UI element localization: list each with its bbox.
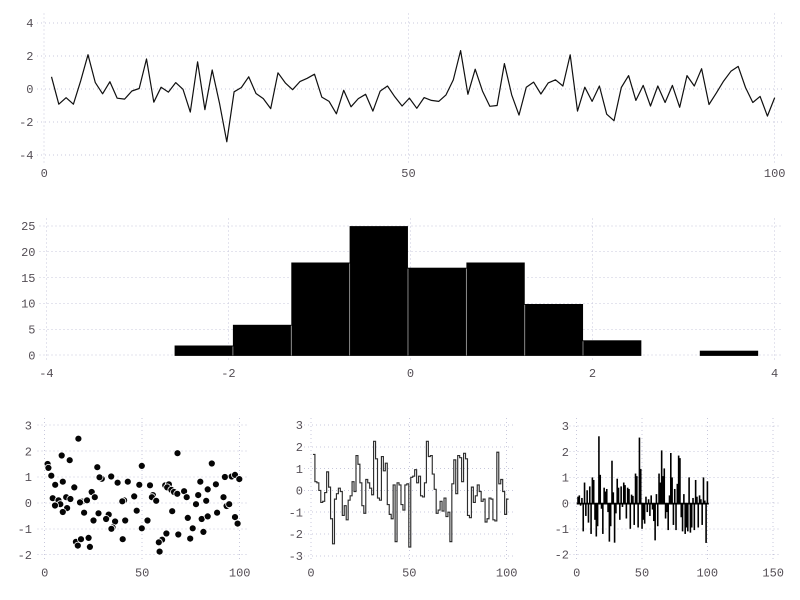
svg-text:0: 0	[25, 497, 32, 511]
svg-text:20: 20	[21, 246, 35, 260]
svg-text:3: 3	[296, 419, 303, 433]
svg-text:100: 100	[764, 167, 786, 181]
svg-text:-2: -2	[289, 528, 303, 542]
svg-text:-2: -2	[19, 116, 33, 130]
svg-text:3: 3	[562, 420, 569, 434]
svg-text:-1: -1	[555, 523, 569, 537]
svg-text:-4: -4	[39, 367, 53, 381]
svg-text:50: 50	[635, 566, 649, 580]
svg-text:0: 0	[296, 485, 303, 499]
svg-text:2: 2	[26, 50, 33, 64]
svg-text:-2: -2	[555, 549, 569, 563]
svg-text:0: 0	[41, 167, 48, 181]
svg-text:1: 1	[25, 471, 32, 485]
svg-text:4: 4	[26, 17, 33, 31]
svg-text:100: 100	[696, 566, 718, 580]
svg-text:0: 0	[307, 566, 314, 580]
svg-text:100: 100	[229, 566, 251, 580]
svg-text:0: 0	[41, 566, 48, 580]
svg-text:1: 1	[562, 472, 569, 486]
svg-text:10: 10	[21, 298, 35, 312]
svg-text:1: 1	[296, 463, 303, 477]
svg-text:2: 2	[296, 441, 303, 455]
svg-text:150: 150	[762, 566, 784, 580]
svg-text:50: 50	[402, 566, 416, 580]
svg-text:0: 0	[562, 497, 569, 511]
svg-text:3: 3	[25, 419, 32, 433]
svg-text:2: 2	[562, 446, 569, 460]
svg-text:100: 100	[496, 566, 518, 580]
svg-text:5: 5	[28, 324, 35, 338]
svg-text:0: 0	[26, 83, 33, 97]
svg-text:-4: -4	[19, 149, 33, 163]
svg-text:25: 25	[21, 220, 35, 234]
svg-text:0: 0	[573, 566, 580, 580]
svg-text:2: 2	[25, 445, 32, 459]
svg-text:-3: -3	[289, 550, 303, 564]
svg-text:2: 2	[589, 367, 596, 381]
svg-text:15: 15	[21, 272, 35, 286]
svg-text:0: 0	[407, 367, 414, 381]
svg-text:4: 4	[771, 367, 778, 381]
svg-text:-2: -2	[221, 367, 235, 381]
svg-text:-1: -1	[289, 506, 303, 520]
svg-text:50: 50	[135, 566, 149, 580]
svg-text:0: 0	[28, 349, 35, 363]
svg-text:-1: -1	[18, 523, 32, 537]
svg-text:50: 50	[401, 167, 415, 181]
svg-text:-2: -2	[18, 549, 32, 563]
